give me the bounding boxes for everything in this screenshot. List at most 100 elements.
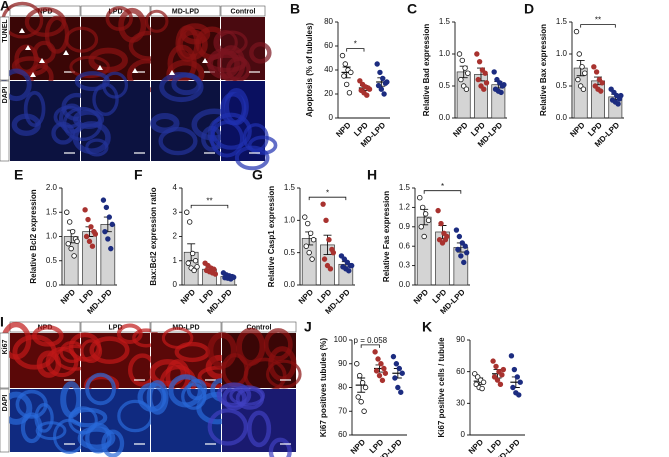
data-point bbox=[480, 379, 487, 385]
data-point bbox=[598, 88, 604, 94]
tubule bbox=[80, 339, 103, 364]
data-point bbox=[82, 207, 88, 213]
y-tick-label: 1.0 bbox=[46, 232, 58, 241]
y-tick-label: 0 bbox=[461, 430, 466, 439]
y-tick-label: 0.5 bbox=[439, 81, 451, 90]
data-point bbox=[510, 384, 516, 391]
data-point bbox=[71, 253, 77, 259]
arrowhead bbox=[63, 50, 69, 55]
data-point bbox=[384, 79, 390, 85]
data-point bbox=[212, 271, 219, 277]
row-label-box bbox=[0, 388, 10, 453]
data-point bbox=[508, 353, 515, 359]
data-point bbox=[364, 92, 370, 98]
data-point bbox=[398, 389, 404, 395]
data-point bbox=[191, 267, 197, 274]
panel-label: C bbox=[407, 1, 417, 17]
tubule bbox=[89, 336, 130, 365]
arrowhead bbox=[132, 68, 138, 73]
data-point bbox=[514, 374, 520, 380]
y-tick-label: 60 bbox=[338, 430, 347, 439]
y-axis-label: Relative Casp1 expression bbox=[267, 186, 276, 287]
data-point bbox=[376, 372, 383, 379]
x-tick-label: NPD bbox=[334, 120, 352, 138]
y-tick-label: 70 bbox=[338, 406, 347, 415]
y-tick-label: 1 bbox=[173, 256, 178, 265]
tubule bbox=[247, 410, 272, 448]
y-tick-label: 80 bbox=[324, 17, 333, 26]
panel-label: H bbox=[367, 167, 377, 183]
data-point bbox=[306, 249, 312, 256]
data-point bbox=[357, 78, 363, 84]
y-tick-label: 0 bbox=[329, 113, 334, 122]
data-point bbox=[381, 365, 387, 372]
data-point bbox=[85, 216, 91, 223]
arrowhead bbox=[19, 28, 25, 33]
data-point bbox=[498, 89, 504, 96]
data-point bbox=[417, 194, 423, 201]
tubule bbox=[32, 325, 64, 347]
x-tick-label: NPD bbox=[451, 120, 469, 138]
data-point bbox=[194, 264, 200, 270]
data-point bbox=[479, 385, 485, 392]
y-tick-label: 90 bbox=[338, 359, 347, 368]
data-point bbox=[320, 201, 326, 207]
y-tick-label: 1.2 bbox=[399, 203, 411, 212]
y-tick-label: 0.0 bbox=[439, 113, 451, 122]
data-point bbox=[395, 384, 401, 391]
arrowhead bbox=[202, 58, 208, 63]
row-label-box bbox=[0, 16, 10, 81]
y-tick-label: 0.3 bbox=[399, 261, 411, 270]
column-header: LPD bbox=[109, 324, 123, 331]
data-point bbox=[86, 238, 93, 245]
tubule bbox=[224, 88, 249, 126]
y-tick-label: 0.0 bbox=[284, 280, 296, 289]
y-axis-label: Relative Bad expression bbox=[422, 24, 431, 117]
data-point bbox=[349, 262, 355, 269]
y-tick-label: 0.0 bbox=[556, 113, 568, 122]
data-point bbox=[462, 243, 468, 249]
tubule bbox=[20, 412, 43, 444]
data-point bbox=[339, 52, 346, 59]
data-point bbox=[358, 399, 364, 405]
tubule bbox=[209, 120, 244, 158]
significance-bracket bbox=[423, 190, 462, 194]
y-tick-label: 1.0 bbox=[439, 49, 451, 58]
tubule bbox=[206, 53, 248, 73]
data-point bbox=[425, 217, 432, 224]
significance-label: p = 0.058 bbox=[354, 336, 388, 345]
data-point bbox=[475, 76, 481, 83]
data-point bbox=[396, 365, 402, 372]
y-axis-label: Ki67 positive cells / tubule bbox=[437, 337, 446, 438]
data-point bbox=[305, 220, 311, 227]
data-point bbox=[482, 70, 488, 76]
x-tick-label: NPD bbox=[412, 287, 430, 305]
data-point bbox=[399, 370, 405, 376]
significance-bracket bbox=[190, 204, 229, 209]
data-point bbox=[379, 377, 386, 384]
data-point bbox=[344, 259, 350, 266]
panel-label: B bbox=[290, 1, 300, 17]
column-header: Control bbox=[247, 324, 272, 331]
data-point bbox=[458, 253, 464, 259]
tubule bbox=[77, 426, 116, 450]
panel-label: F bbox=[134, 167, 143, 183]
tubule bbox=[161, 327, 194, 349]
row-label: TUNEL bbox=[2, 19, 9, 43]
data-point bbox=[355, 394, 361, 400]
data-point bbox=[357, 372, 363, 379]
significance-bracket bbox=[360, 344, 380, 348]
data-point bbox=[103, 204, 110, 211]
y-tick-label: 0.5 bbox=[46, 256, 58, 265]
tubule bbox=[207, 332, 237, 369]
y-tick-label: 2.0 bbox=[46, 183, 58, 192]
tubule bbox=[72, 109, 105, 129]
data-point bbox=[346, 268, 352, 274]
data-point bbox=[456, 233, 463, 240]
row-label-box bbox=[0, 332, 10, 389]
column-header: MD-LPD bbox=[172, 8, 199, 15]
data-point bbox=[494, 377, 501, 383]
tubule bbox=[85, 372, 116, 406]
y-tick-label: 60 bbox=[324, 41, 333, 50]
y-tick-label: 1.5 bbox=[399, 183, 411, 192]
